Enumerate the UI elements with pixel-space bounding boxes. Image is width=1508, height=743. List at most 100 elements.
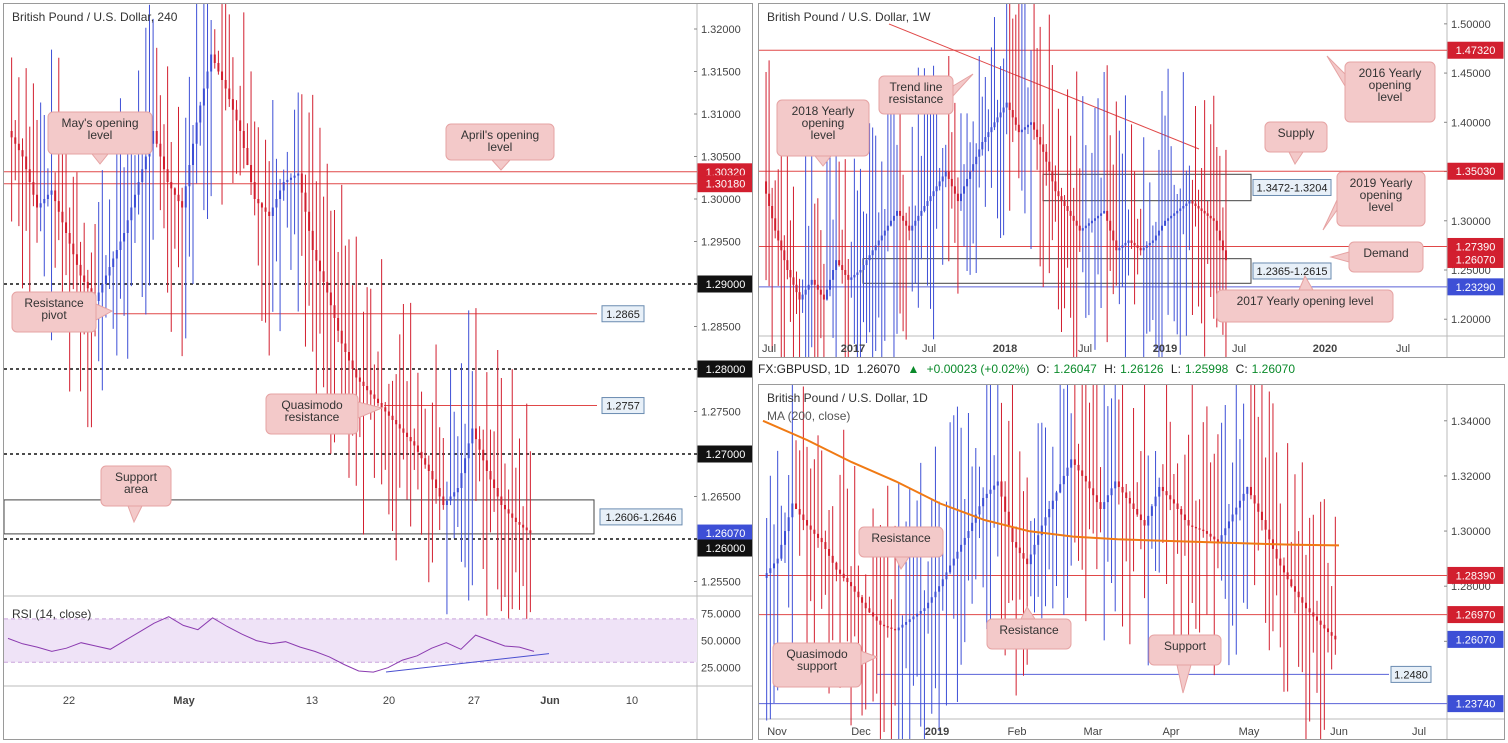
candle-body xyxy=(435,479,438,488)
candle-body xyxy=(228,88,231,100)
annotation-pointer xyxy=(357,401,384,419)
x-tick-label: May xyxy=(1239,726,1260,738)
chart-panel-4h[interactable]: 1.32000 1.31500 1.31000 1.30500 1.30000 1.295… xyxy=(3,3,753,740)
candle-body xyxy=(868,255,871,261)
candle-body xyxy=(1203,210,1206,214)
candle-body xyxy=(25,156,28,170)
candle-body xyxy=(1213,536,1216,540)
candle-body xyxy=(1023,127,1026,130)
chart-panel-weekly[interactable]: 1.500001.450001.400001.350001.300001.250… xyxy=(758,3,1505,358)
candle-body xyxy=(500,496,503,505)
candle-body xyxy=(39,203,42,208)
chart-panel-daily[interactable]: 1.340001.320001.300001.280001.260001.283… xyxy=(758,384,1505,740)
annotation-label: resistance xyxy=(889,92,944,106)
candle-body xyxy=(1160,225,1163,231)
candle-body xyxy=(1045,151,1048,162)
candle-body xyxy=(905,622,908,625)
candle-body xyxy=(409,437,412,442)
candle-body xyxy=(293,175,296,178)
candle-body xyxy=(456,488,459,493)
candle-body xyxy=(358,377,361,382)
candle-body xyxy=(1017,124,1020,133)
candle-body xyxy=(798,509,801,515)
candle-body xyxy=(1191,201,1194,204)
candle-body xyxy=(1110,488,1113,496)
candle-body xyxy=(1157,230,1160,236)
candle-body xyxy=(912,616,915,620)
candle-body xyxy=(308,211,311,231)
candle-body xyxy=(868,608,871,613)
x-tick-label: 10 xyxy=(626,695,638,707)
candle-body xyxy=(1112,230,1115,241)
candle-body xyxy=(391,415,394,420)
chart-title: British Pound / U.S. Dollar, 1W xyxy=(767,10,931,24)
candle-body xyxy=(1205,531,1208,534)
candle-body xyxy=(945,572,948,580)
candle-body xyxy=(990,127,993,133)
candle-body xyxy=(86,281,89,289)
candle-body xyxy=(1030,122,1033,125)
candle-body xyxy=(859,270,862,273)
candle-body xyxy=(14,137,17,144)
candle-body xyxy=(50,190,53,195)
y-tick-label: 1.28000 xyxy=(1451,581,1491,593)
price-tag-label: 1.3472-1.3204 xyxy=(1257,182,1328,194)
x-tick-label: Jul xyxy=(1412,726,1426,738)
candle-body xyxy=(806,520,809,526)
price-tag-label: 1.26070 xyxy=(706,528,746,540)
candle-body xyxy=(402,428,405,433)
candle-body xyxy=(1216,539,1219,543)
x-tick-label: 27 xyxy=(468,695,480,707)
price-tag xyxy=(1447,566,1504,584)
annotation-pointer xyxy=(1288,151,1304,165)
annotation-pointer xyxy=(1298,274,1314,291)
candle-body xyxy=(938,181,941,187)
candle-body xyxy=(1185,203,1188,206)
candle-body xyxy=(1260,511,1263,521)
price-tag-label: 1.26970 xyxy=(1456,610,1496,622)
candle-body xyxy=(947,171,950,179)
chart-canvas-4h[interactable]: 1.32000 1.31500 1.31000 1.30500 1.30000 1.295… xyxy=(4,4,753,740)
candle-body xyxy=(865,260,868,266)
chart-canvas-daily[interactable]: 1.340001.320001.300001.280001.260001.283… xyxy=(759,385,1505,740)
candle-body xyxy=(1084,475,1087,482)
candle-body xyxy=(950,178,953,187)
candle-body xyxy=(780,240,783,251)
x-tick-label: Jul xyxy=(1078,343,1092,355)
candle-body xyxy=(839,569,842,574)
x-tick-label: Jul xyxy=(922,343,936,355)
candle-body xyxy=(1118,247,1121,251)
trendline-resistance xyxy=(888,23,1200,150)
candle-body xyxy=(1072,215,1075,221)
candle-body xyxy=(890,627,893,629)
candle-body xyxy=(1164,220,1167,226)
price-tag-label: 1.29000 xyxy=(706,279,746,291)
candle-body xyxy=(485,460,488,471)
candle-body xyxy=(981,142,984,150)
candle-body xyxy=(934,591,937,598)
price-tag-label: 1.47320 xyxy=(1456,45,1496,57)
candle-body xyxy=(1197,206,1200,209)
candle-body xyxy=(810,279,813,285)
candle-body xyxy=(944,171,947,177)
y-tick-label: 1.32000 xyxy=(1451,471,1491,483)
candle-body xyxy=(10,131,13,138)
annotation-label: opening xyxy=(802,116,845,130)
candle-body xyxy=(908,619,911,623)
candle-body xyxy=(889,220,892,226)
candle-body xyxy=(1151,240,1154,243)
candle-body xyxy=(1238,500,1241,508)
candle-body xyxy=(1128,497,1131,504)
candle-body xyxy=(897,627,900,631)
chart-canvas-weekly[interactable]: 1.500001.450001.400001.350001.300001.250… xyxy=(759,4,1505,358)
candle-body xyxy=(61,211,64,223)
candle-body xyxy=(1282,565,1285,573)
candle-body xyxy=(260,203,263,208)
candle-body xyxy=(1125,492,1128,498)
price-tag-label: 1.2365-1.2615 xyxy=(1257,266,1328,278)
annotation-label: 2019 Yearly xyxy=(1350,176,1413,190)
candle-body xyxy=(831,555,834,563)
candle-body xyxy=(1143,520,1146,526)
candle-body xyxy=(978,506,981,515)
candle-body xyxy=(985,493,988,498)
